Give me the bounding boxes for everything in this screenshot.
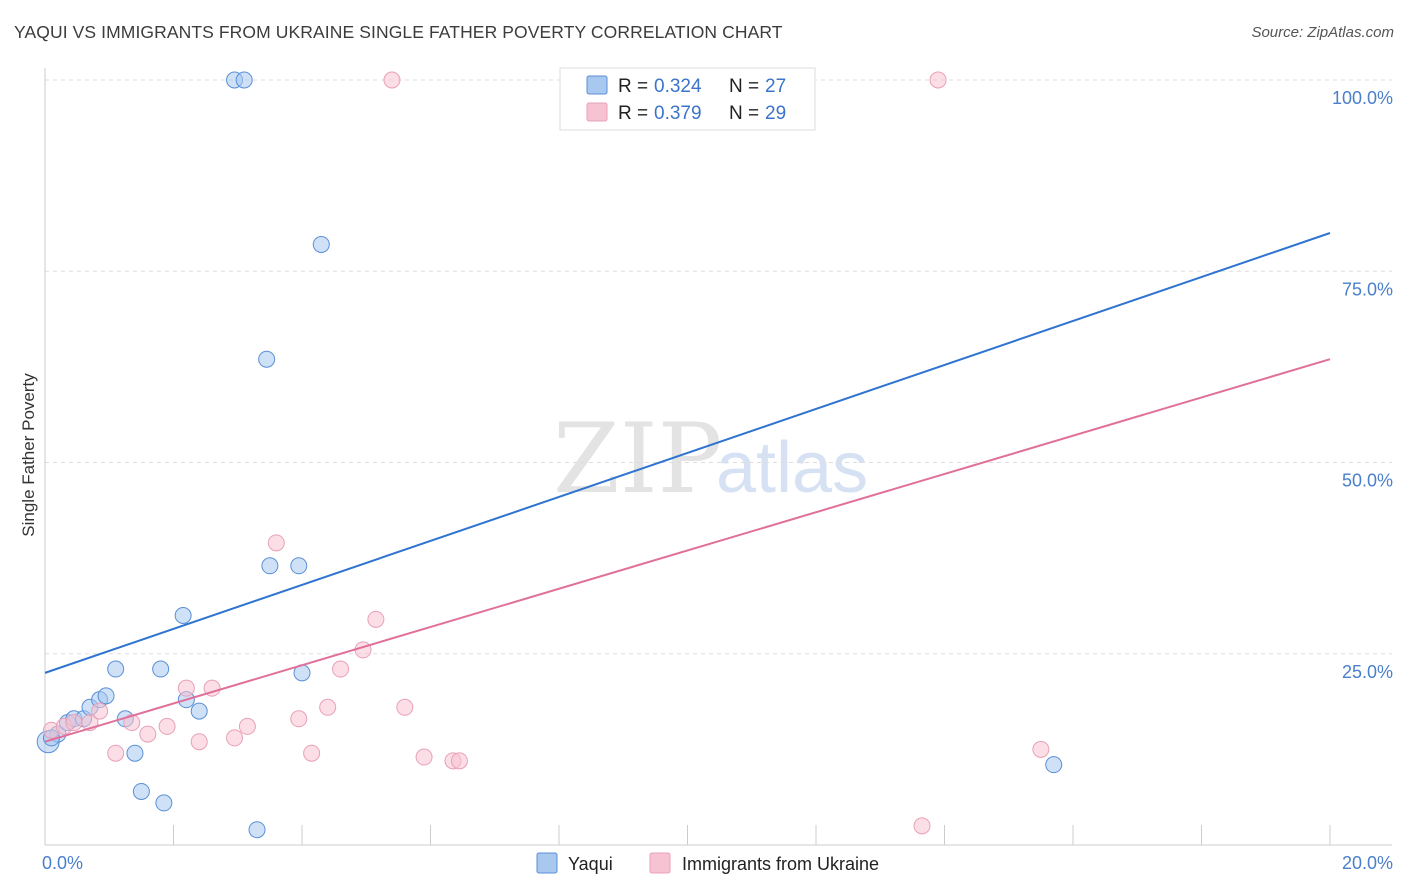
point-s1-25 xyxy=(450,752,468,770)
x-tick-label-0: 0.0% xyxy=(42,853,83,873)
point-s1-5 xyxy=(107,744,125,762)
point-s1-9 xyxy=(177,679,195,697)
point-s1-12 xyxy=(226,729,244,747)
legend-r-label-yaqui: R = xyxy=(618,76,648,97)
point-s1-10 xyxy=(190,733,208,751)
point-s0-25 xyxy=(1045,756,1063,774)
point-s1-15 xyxy=(290,710,308,728)
point-s0-20 xyxy=(258,350,276,368)
tick-labels: 25.0% 50.0% 75.0% 100.0% 0.0% 20.0% xyxy=(42,88,1393,873)
watermark: ZIP atlas xyxy=(553,403,868,515)
chart-source: Source: ZipAtlas.com xyxy=(1251,24,1394,41)
point-s1-19 xyxy=(354,641,372,659)
point-s1-2 xyxy=(65,714,83,732)
legend-swatch-yaqui xyxy=(586,75,608,95)
bottom-legend-swatch-ukraine xyxy=(649,852,671,874)
grid-lines xyxy=(45,79,1392,655)
point-s1-28 xyxy=(1032,740,1050,758)
point-s0-14 xyxy=(174,607,192,624)
bottom-legend-label-yaqui: Yaqui xyxy=(568,854,613,874)
point-s1-17 xyxy=(319,698,337,716)
point-s1-27 xyxy=(929,71,947,89)
bottom-legend-swatch-yaqui xyxy=(536,852,558,874)
point-s1-26 xyxy=(913,817,931,835)
trend-line-0 xyxy=(44,232,1331,674)
point-s1-7 xyxy=(139,725,157,743)
point-s0-13 xyxy=(155,794,173,812)
x-tick-label-1: 20.0% xyxy=(1342,853,1393,873)
point-s0-11 xyxy=(132,782,150,800)
point-s1-6 xyxy=(123,714,141,732)
point-s1-21 xyxy=(383,71,401,89)
legend-r-value-ukraine: 0.379 xyxy=(654,103,702,124)
series-0 xyxy=(36,71,1063,839)
point-s0-18 xyxy=(235,71,253,89)
point-s0-19 xyxy=(248,821,266,839)
point-s0-24 xyxy=(312,235,330,253)
point-s0-7 xyxy=(97,687,115,705)
trend-line-1 xyxy=(44,358,1331,743)
trend-layer xyxy=(44,232,1331,743)
point-s1-14 xyxy=(267,534,285,552)
point-s0-21 xyxy=(261,557,279,575)
point-s1-20 xyxy=(367,610,385,628)
point-s0-16 xyxy=(190,702,208,720)
watermark-zip: ZIP xyxy=(553,403,722,515)
point-s0-10 xyxy=(126,744,144,762)
axes xyxy=(44,68,1392,846)
legend-swatch-ukraine xyxy=(586,102,608,122)
point-s1-18 xyxy=(332,660,350,678)
point-s0-12 xyxy=(152,660,170,678)
point-s1-8 xyxy=(158,717,176,735)
point-s1-13 xyxy=(238,717,256,735)
bottom-legend: Yaqui Immigrants from Ukraine xyxy=(536,852,879,874)
chart-title: YAQUI VS IMMIGRANTS FROM UKRAINE SINGLE … xyxy=(14,22,783,42)
point-s1-23 xyxy=(415,748,433,766)
legend-n-label-ukraine: N = xyxy=(729,103,759,124)
y-tick-label-1: 50.0% xyxy=(1342,471,1393,491)
series-layer xyxy=(36,71,1063,839)
legend-n-label-yaqui: N = xyxy=(729,76,759,97)
legend-r-label-ukraine: R = xyxy=(618,103,648,124)
legend-r-value-yaqui: 0.324 xyxy=(654,76,702,97)
series-1 xyxy=(42,71,1050,835)
y-tick-label-2: 75.0% xyxy=(1342,279,1393,299)
point-s1-22 xyxy=(396,698,414,716)
watermark-atlas: atlas xyxy=(716,428,868,508)
point-s1-16 xyxy=(303,744,321,762)
y-tick-label-0: 25.0% xyxy=(1342,662,1393,682)
point-s1-4 xyxy=(91,702,109,720)
point-s0-8 xyxy=(107,660,125,678)
legend-n-value-ukraine: 29 xyxy=(765,103,786,124)
y-tick-label-3: 100.0% xyxy=(1332,88,1393,108)
bottom-legend-label-ukraine: Immigrants from Ukraine xyxy=(682,854,879,874)
legend: R = 0.324 N = 27 R = 0.379 N = 29 xyxy=(559,67,816,131)
point-s0-22 xyxy=(290,557,308,575)
legend-n-value-yaqui: 27 xyxy=(765,76,786,97)
